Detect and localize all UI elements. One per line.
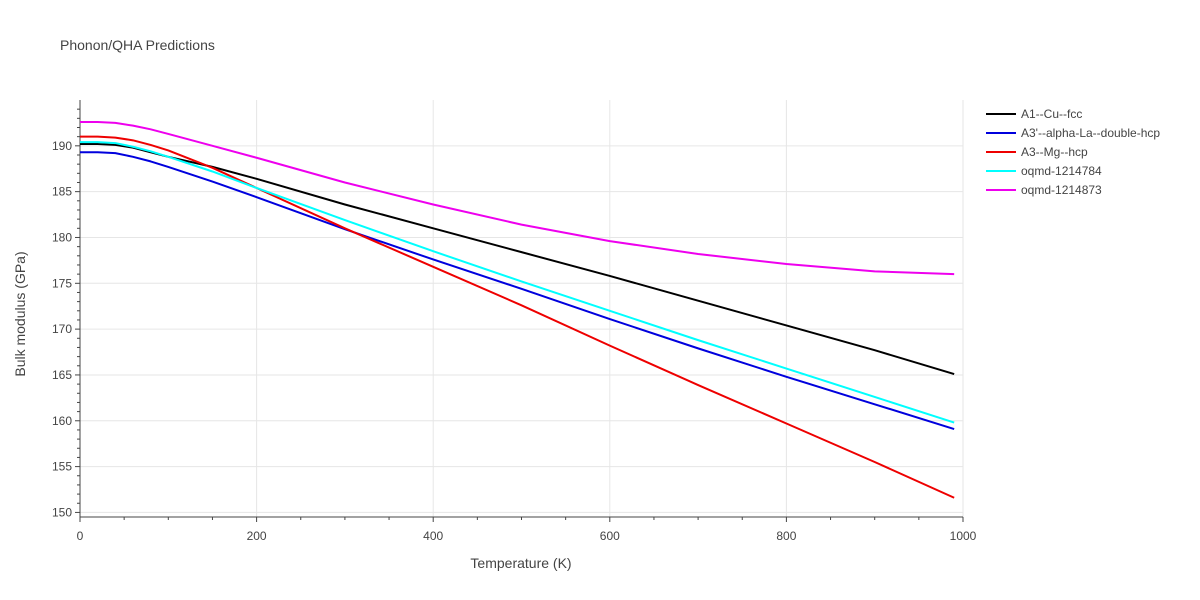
- x-axis: 0 200 400 600 800 1000: [77, 516, 977, 543]
- legend-item-2[interactable]: A3--Mg--hcp: [986, 145, 1088, 159]
- y-tick-label: 175: [52, 276, 72, 290]
- y-tick-label: 170: [52, 322, 72, 336]
- y-tick-label: 155: [52, 460, 72, 474]
- legend-label: oqmd-1214784: [1021, 164, 1102, 178]
- y-tick-label: 180: [52, 230, 72, 244]
- x-tick-label: 0: [77, 529, 84, 543]
- series-line-2[interactable]: [80, 135, 955, 499]
- legend-item-1[interactable]: A3'--alpha-La--double-hcp: [986, 126, 1160, 140]
- legend-item-0[interactable]: A1--Cu--fcc: [986, 107, 1082, 121]
- series-line-1[interactable]: [80, 151, 955, 430]
- legend-item-4[interactable]: oqmd-1214873: [986, 183, 1102, 197]
- x-tick-label: 400: [423, 529, 443, 543]
- legend-label: oqmd-1214873: [1021, 183, 1102, 197]
- y-tick-label: 185: [52, 185, 72, 199]
- legend-label: A1--Cu--fcc: [1021, 107, 1082, 121]
- series-line-4[interactable]: [80, 121, 955, 276]
- y-tick-label: 160: [52, 414, 72, 428]
- x-tick-label: 800: [776, 529, 796, 543]
- x-tick-label: 1000: [950, 529, 977, 543]
- legend[interactable]: A1--Cu--fcc A3'--alpha-La--double-hcp A3--…: [986, 107, 1160, 197]
- x-tick-label: 600: [600, 529, 620, 543]
- legend-item-3[interactable]: oqmd-1214784: [986, 164, 1102, 178]
- grid: [80, 100, 964, 517]
- plot-area: [80, 121, 955, 499]
- y-axis-label: Bulk modulus (GPa): [12, 251, 28, 376]
- y-tick-label: 150: [52, 505, 72, 519]
- legend-label: A3'--alpha-La--double-hcp: [1021, 126, 1160, 140]
- x-axis-label: Temperature (K): [470, 555, 571, 571]
- y-axis: 150 155 160 165 170 175 180 185 190: [52, 100, 81, 519]
- x-tick-label: 200: [247, 529, 267, 543]
- series-line-0[interactable]: [80, 142, 955, 375]
- y-tick-label: 190: [52, 139, 72, 153]
- legend-label: A3--Mg--hcp: [1021, 145, 1088, 159]
- chart-title: Phonon/QHA Predictions: [60, 37, 215, 53]
- series-line-3[interactable]: [80, 141, 955, 424]
- y-tick-label: 165: [52, 368, 72, 382]
